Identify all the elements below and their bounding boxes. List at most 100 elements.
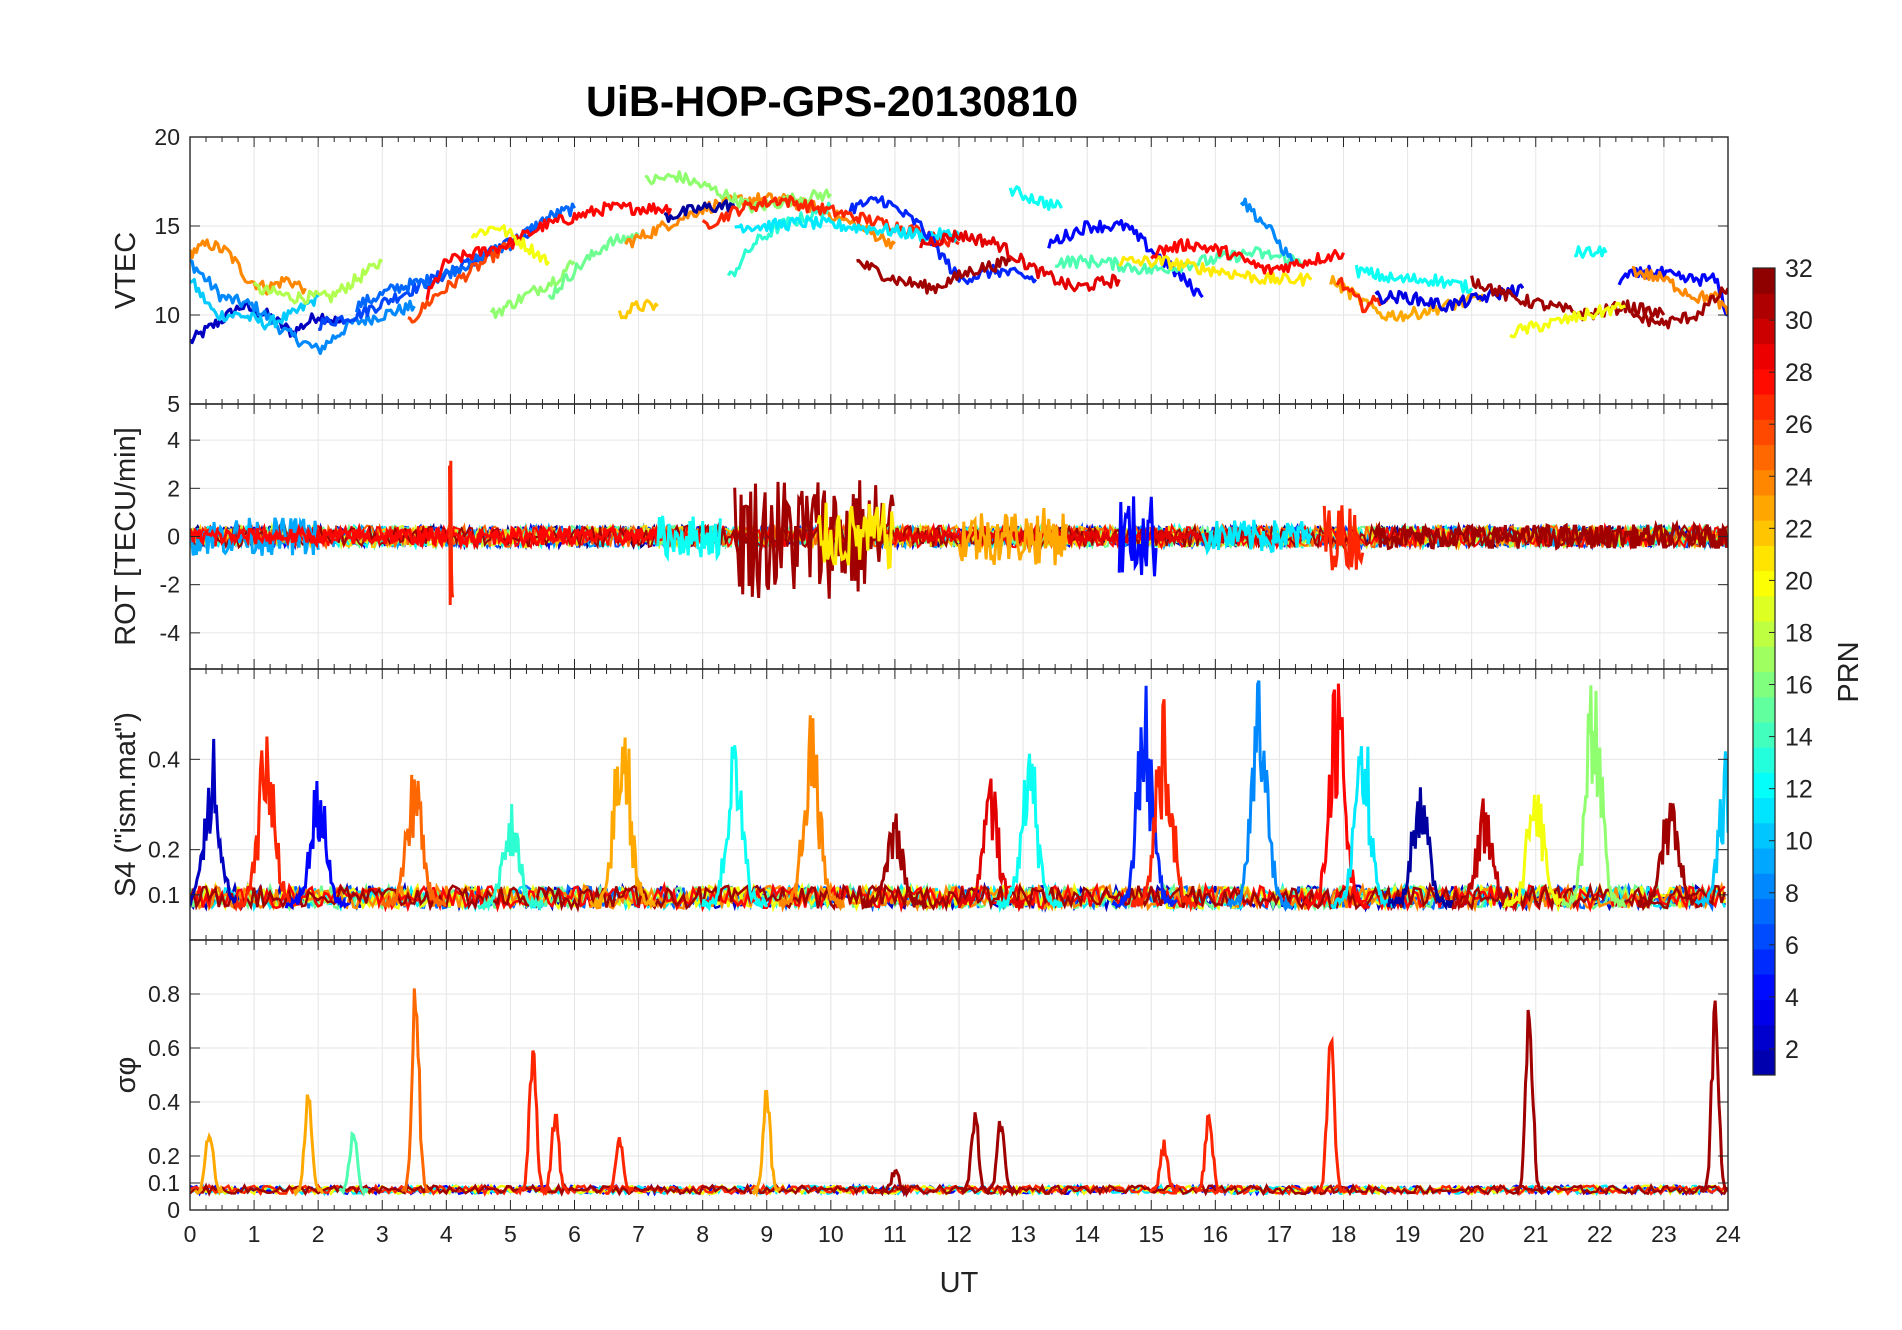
colorbar-tick-label: 24 — [1785, 463, 1813, 491]
vtec-series-prn-29 — [919, 229, 1121, 293]
colorbar-segment — [1753, 873, 1775, 899]
vtec-series-prn-7 — [318, 223, 538, 331]
peak-prn-27 — [1130, 698, 1198, 913]
y-tick-label: 2 — [167, 475, 180, 501]
vtec-series-prn-22 — [617, 298, 659, 320]
panel-vtec: 5 10 15 20 VTEC — [110, 124, 1729, 417]
y-tick-label: 15 — [154, 213, 180, 239]
colorbar-tick-label: 20 — [1785, 567, 1813, 595]
figure-title: UiB-HOP-GPS-20130810 — [586, 78, 1078, 126]
colorbar-segment — [1753, 318, 1775, 345]
peak-prn-27 — [233, 736, 300, 913]
y-axis-label: ROT [TECU/min] — [110, 427, 142, 646]
colorbar-segment — [1753, 293, 1775, 319]
y-axis-label: S4 ("ism.mat") — [110, 712, 142, 897]
colorbar-segment — [1753, 671, 1775, 698]
colorbar-tick-label: 6 — [1785, 932, 1799, 960]
vtec-series-prn-13 — [1008, 185, 1063, 211]
colorbar-segment — [1753, 974, 1775, 1000]
plot-area — [190, 680, 1728, 914]
peak-prn-25 — [400, 988, 431, 1194]
vtec-series-prn-2 — [663, 199, 736, 223]
vtec-series-prn-17 — [489, 259, 576, 320]
colorbar-segment — [1753, 1049, 1775, 1076]
vtec-series-prn-21 — [1117, 255, 1313, 287]
colorbar-segment — [1753, 898, 1775, 925]
vtec-series-prn-13 — [1354, 264, 1474, 294]
colorbar-segment — [1753, 494, 1775, 521]
peak-prn-27 — [604, 1136, 635, 1196]
colorbar-segment — [1753, 444, 1775, 471]
x-tick-label: 19 — [1395, 1221, 1421, 1247]
x-tick-label: 2 — [312, 1221, 325, 1247]
x-tick-label: 21 — [1523, 1221, 1549, 1247]
y-tick-label: 20 — [154, 124, 180, 150]
vtec-series-prn-13 — [1574, 245, 1608, 259]
y-tick-label: -2 — [160, 572, 180, 598]
vtec-series-prn-9 — [190, 258, 416, 355]
colorbar-segment — [1753, 1024, 1775, 1051]
x-tick-label: 9 — [760, 1221, 773, 1247]
peak-prn-13 — [701, 745, 769, 912]
vtec-series-prn-24 — [190, 238, 307, 296]
colorbar-segment — [1753, 948, 1775, 975]
peak-prn-12 — [1330, 746, 1397, 910]
vtec-series-prn-16 — [547, 231, 640, 300]
peak-prn-11 — [1694, 751, 1728, 909]
colorbar-frame — [1752, 267, 1776, 1076]
x-tick-label: 7 — [632, 1221, 645, 1247]
baseline-prn-31 — [190, 1182, 1726, 1197]
y-axis-label: σφ — [110, 1057, 142, 1094]
colorbar-segment — [1753, 646, 1775, 672]
vtec-series-prn-3 — [190, 300, 346, 345]
y-tick-label: 0.4 — [148, 1089, 180, 1115]
x-tick-label: 23 — [1651, 1221, 1677, 1247]
colorbar-segment — [1753, 570, 1775, 597]
y-tick-label: 0.1 — [148, 882, 180, 908]
x-tick-label: 18 — [1331, 1221, 1357, 1247]
vtec-series-prn-31 — [856, 256, 1012, 295]
x-tick-label: 17 — [1267, 1221, 1293, 1247]
colorbar-segment — [1753, 696, 1775, 723]
x-tick-label: 3 — [376, 1221, 389, 1247]
peak-prn-31 — [960, 1112, 991, 1196]
peak-prn-27 — [539, 1113, 571, 1197]
colorbar-segment — [1753, 469, 1775, 496]
y-tick-label: 0.8 — [148, 981, 180, 1007]
peak-prn-31 — [1636, 802, 1704, 912]
colorbar-segment — [1753, 595, 1775, 622]
vtec-series-prn-12 — [734, 215, 961, 243]
vtec-series-prn-20 — [470, 224, 551, 266]
rot-burst-prn-28 — [190, 523, 703, 551]
panel-rot: -4 -2 0 2 4 ROT [TECU/min] — [110, 403, 1729, 670]
peak-prn-20 — [1502, 794, 1569, 909]
plot-area — [190, 460, 1728, 606]
colorbar-segment — [1753, 848, 1775, 874]
vtec-series-prn-4 — [1374, 283, 1525, 313]
colorbar-segment — [1753, 923, 1775, 950]
colorbar-segment — [1753, 368, 1775, 395]
x-tick-label: 6 — [568, 1221, 581, 1247]
peak-prn-23 — [293, 1094, 325, 1197]
peak-prn-29 — [957, 778, 1025, 913]
colorbar-tick-label: 10 — [1785, 828, 1813, 856]
y-tick-label: 0 — [167, 524, 180, 550]
x-tick-label: 1 — [248, 1221, 261, 1247]
colorbar-segment — [1753, 999, 1775, 1026]
colorbar-tick-label: 26 — [1785, 411, 1813, 439]
x-tick-label: 5 — [504, 1221, 517, 1247]
x-tick-label: 16 — [1203, 1221, 1229, 1247]
vtec-series-prn-28 — [1150, 238, 1345, 275]
colorbar-segment — [1753, 822, 1775, 849]
panel-s4: 0.1 0.2 0.4S4 ("ism.mat") — [110, 668, 1729, 941]
vtec-series-prn-11 — [190, 277, 320, 331]
vtec-series-prn-17 — [644, 170, 833, 214]
colorbar-segment — [1753, 268, 1775, 294]
y-tick-label: 0.1 — [148, 1170, 180, 1196]
vtec-series-prn-26 — [407, 241, 512, 324]
colorbar-segment — [1753, 621, 1775, 647]
y-axis-label: VTEC — [110, 232, 142, 309]
peak-prn-27 — [1193, 1113, 1224, 1195]
vtec-series-prn-9 — [1239, 197, 1294, 263]
